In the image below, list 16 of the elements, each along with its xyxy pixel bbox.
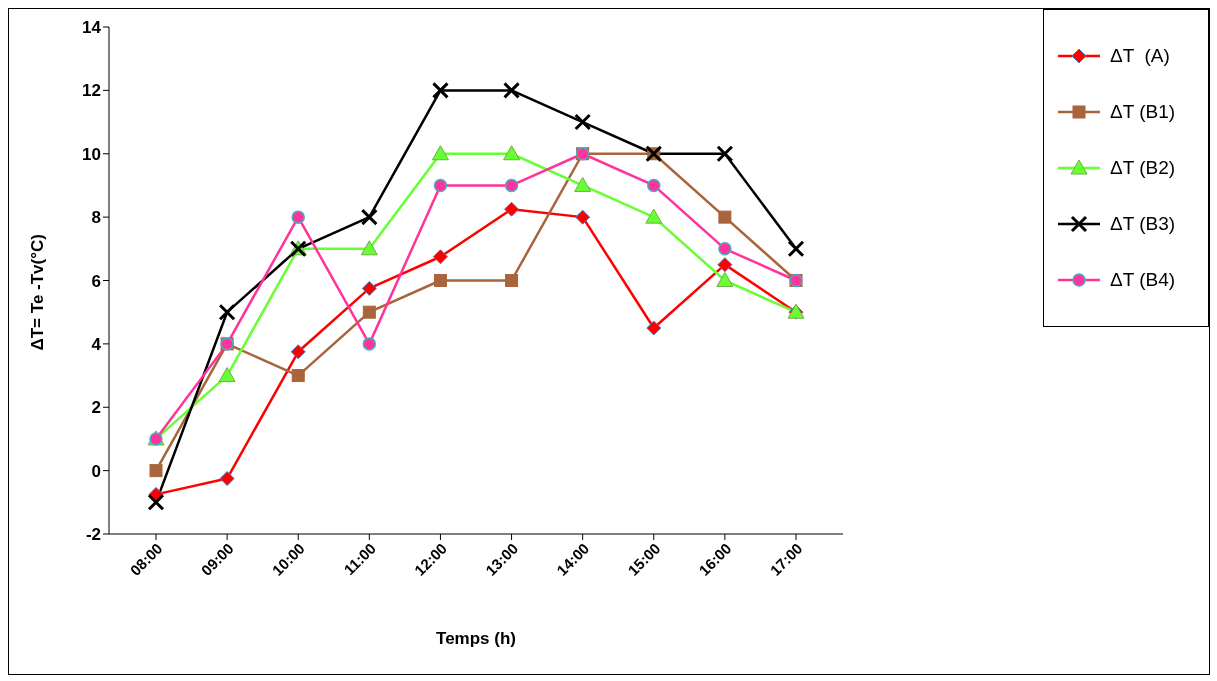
legend-label: ΔT (B4) bbox=[1110, 269, 1176, 291]
y-tick-label: 0 bbox=[91, 461, 101, 481]
y-axis-title: ΔT= Te -Tv(°C) bbox=[28, 234, 48, 351]
y-tick-label: 10 bbox=[82, 144, 101, 164]
y-tick-label: 12 bbox=[82, 81, 101, 101]
legend-label: ΔT (B3) bbox=[1110, 213, 1176, 235]
y-tick-label: 2 bbox=[91, 398, 101, 418]
y-tick-label: -2 bbox=[85, 525, 101, 545]
y-tick-label: 6 bbox=[91, 271, 101, 291]
y-tick-label: 8 bbox=[91, 208, 101, 228]
legend-label: ΔT (B2) bbox=[1110, 157, 1176, 179]
x-axis-title: Temps (h) bbox=[436, 629, 516, 648]
y-tick-label: 4 bbox=[91, 334, 102, 354]
y-tick-label: 14 bbox=[82, 18, 102, 38]
legend-label: ΔT (A) bbox=[1110, 45, 1170, 67]
legend-label: ΔT (B1) bbox=[1110, 101, 1176, 123]
